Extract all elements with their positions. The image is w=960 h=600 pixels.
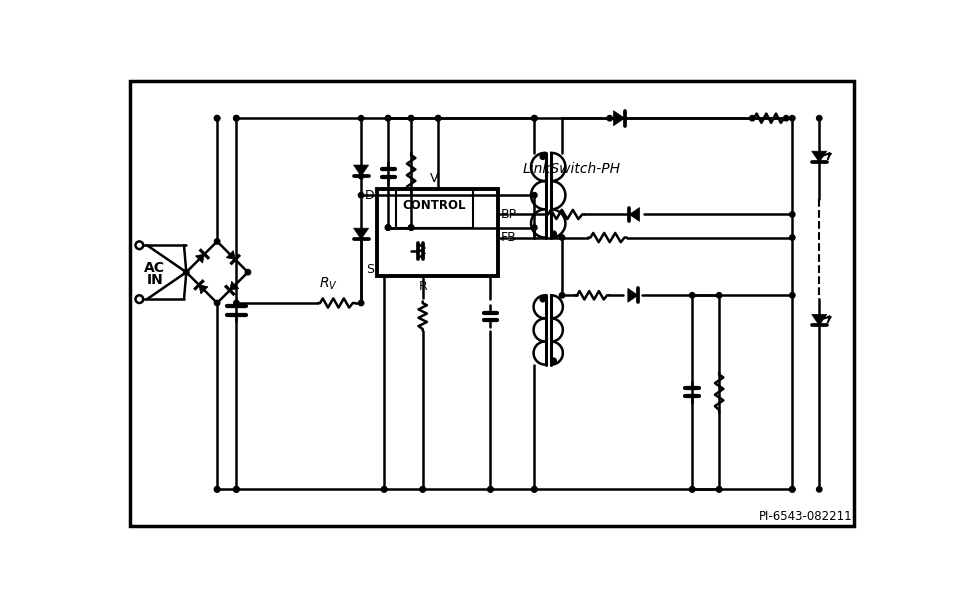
Circle shape xyxy=(817,487,822,492)
Circle shape xyxy=(233,301,239,305)
Circle shape xyxy=(214,487,220,492)
Circle shape xyxy=(408,116,414,121)
Circle shape xyxy=(607,116,612,121)
Circle shape xyxy=(817,116,822,121)
Circle shape xyxy=(420,487,425,492)
Text: PI-6543-082211: PI-6543-082211 xyxy=(758,510,852,523)
Circle shape xyxy=(214,487,220,492)
Circle shape xyxy=(358,116,364,121)
Circle shape xyxy=(532,487,537,492)
Circle shape xyxy=(532,487,537,492)
Circle shape xyxy=(183,269,189,275)
Circle shape xyxy=(233,116,239,121)
Text: FB: FB xyxy=(501,231,517,244)
Text: AC: AC xyxy=(144,262,165,275)
Circle shape xyxy=(790,212,795,217)
Circle shape xyxy=(436,116,441,121)
Circle shape xyxy=(790,116,795,121)
Circle shape xyxy=(385,225,391,230)
Circle shape xyxy=(488,487,493,492)
Circle shape xyxy=(551,231,556,236)
Circle shape xyxy=(358,173,364,179)
Text: BP: BP xyxy=(501,208,517,221)
Circle shape xyxy=(385,225,391,230)
Circle shape xyxy=(385,116,391,121)
Polygon shape xyxy=(812,314,827,325)
Circle shape xyxy=(233,487,239,492)
Circle shape xyxy=(716,487,722,492)
Polygon shape xyxy=(613,110,625,126)
Text: CONTROL: CONTROL xyxy=(402,199,466,212)
Circle shape xyxy=(408,225,414,230)
Circle shape xyxy=(233,116,239,121)
Circle shape xyxy=(214,239,220,244)
Circle shape xyxy=(214,301,220,305)
Circle shape xyxy=(385,116,391,121)
Text: V: V xyxy=(430,172,439,185)
Circle shape xyxy=(408,225,414,230)
Circle shape xyxy=(358,301,364,305)
Polygon shape xyxy=(196,254,204,263)
Bar xyxy=(376,189,498,276)
Circle shape xyxy=(214,116,220,121)
Bar xyxy=(396,189,472,227)
Text: S: S xyxy=(366,263,374,277)
Circle shape xyxy=(551,358,556,364)
Polygon shape xyxy=(812,151,827,162)
Circle shape xyxy=(532,225,537,230)
Circle shape xyxy=(436,116,441,121)
Polygon shape xyxy=(628,289,638,302)
Polygon shape xyxy=(199,285,208,294)
Polygon shape xyxy=(229,281,239,290)
Text: D: D xyxy=(365,188,374,202)
Circle shape xyxy=(358,193,364,198)
Circle shape xyxy=(560,293,564,298)
Polygon shape xyxy=(353,165,369,176)
Polygon shape xyxy=(630,208,639,221)
Circle shape xyxy=(420,487,425,492)
Circle shape xyxy=(540,296,545,302)
Circle shape xyxy=(750,116,755,121)
Circle shape xyxy=(532,116,537,121)
Circle shape xyxy=(408,116,414,121)
Circle shape xyxy=(689,293,695,298)
Circle shape xyxy=(689,487,695,492)
Circle shape xyxy=(790,293,795,298)
Circle shape xyxy=(560,235,564,240)
Circle shape xyxy=(716,487,722,492)
Circle shape xyxy=(689,487,695,492)
Circle shape xyxy=(532,116,537,121)
Polygon shape xyxy=(353,228,369,239)
Polygon shape xyxy=(227,251,235,259)
Circle shape xyxy=(233,487,239,492)
Text: LinkSwitch-PH: LinkSwitch-PH xyxy=(523,162,621,176)
Circle shape xyxy=(214,116,220,121)
Text: IN: IN xyxy=(146,273,163,287)
Text: $R_V$: $R_V$ xyxy=(320,276,338,292)
Circle shape xyxy=(381,487,387,492)
Circle shape xyxy=(245,269,251,275)
Circle shape xyxy=(790,487,795,492)
Circle shape xyxy=(790,235,795,240)
Circle shape xyxy=(783,116,789,121)
Circle shape xyxy=(716,293,722,298)
Circle shape xyxy=(532,193,537,198)
Circle shape xyxy=(790,487,795,492)
Circle shape xyxy=(488,487,493,492)
Circle shape xyxy=(540,154,545,160)
Circle shape xyxy=(381,487,387,492)
Text: R: R xyxy=(419,280,427,293)
Circle shape xyxy=(233,487,239,492)
